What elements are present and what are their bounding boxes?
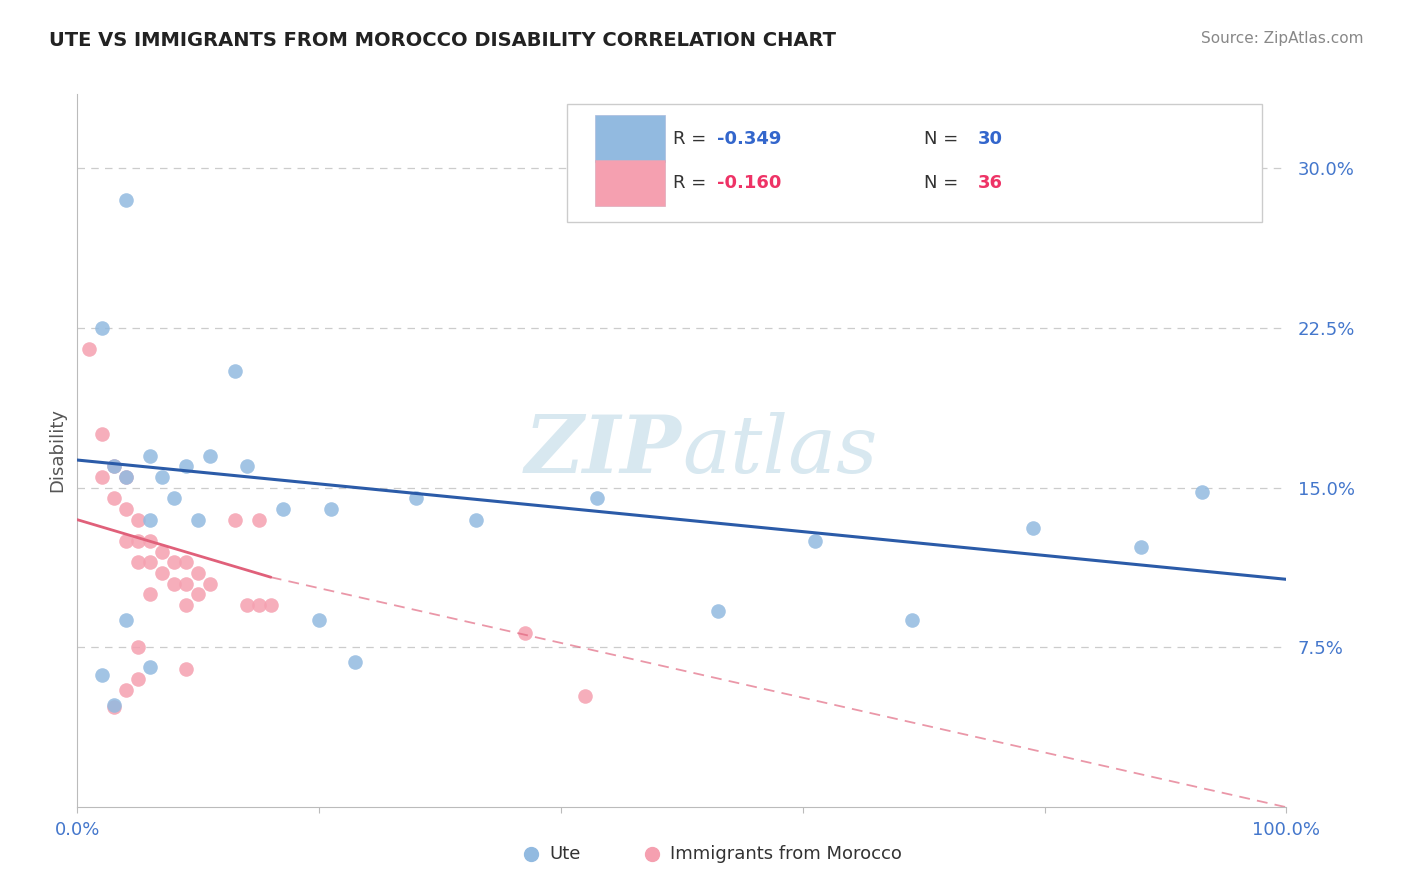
FancyBboxPatch shape <box>595 160 665 206</box>
Text: Immigrants from Morocco: Immigrants from Morocco <box>669 845 901 863</box>
Text: Source: ZipAtlas.com: Source: ZipAtlas.com <box>1201 31 1364 46</box>
Text: -0.349: -0.349 <box>717 129 782 147</box>
Y-axis label: Disability: Disability <box>48 409 66 492</box>
Point <box>114 683 136 698</box>
Point <box>114 502 136 516</box>
Point <box>114 470 136 484</box>
Point <box>200 449 222 463</box>
Point <box>271 502 294 516</box>
Point <box>139 513 162 527</box>
Point <box>235 459 257 474</box>
Point <box>139 449 162 463</box>
Point <box>187 587 209 601</box>
Point <box>344 656 367 670</box>
Point <box>1021 521 1043 535</box>
Point <box>1130 541 1153 555</box>
Point <box>224 513 246 527</box>
Point <box>127 533 149 548</box>
Point <box>405 491 427 506</box>
Point <box>321 502 343 516</box>
Point <box>114 533 136 548</box>
Point <box>90 668 112 682</box>
Point <box>114 193 136 207</box>
Point <box>804 533 827 548</box>
Point <box>247 513 270 527</box>
Point <box>127 555 149 569</box>
Point <box>139 533 162 548</box>
Point <box>574 690 596 704</box>
Point <box>200 576 222 591</box>
Point <box>103 700 125 714</box>
Point <box>103 459 125 474</box>
Text: Ute: Ute <box>548 845 581 863</box>
Text: R =: R = <box>673 174 713 192</box>
Point <box>308 613 330 627</box>
Point <box>174 598 197 612</box>
Point <box>150 470 173 484</box>
Point <box>103 698 125 712</box>
Text: 36: 36 <box>979 174 1002 192</box>
Point <box>465 513 488 527</box>
Point <box>90 321 112 335</box>
Point <box>127 673 149 687</box>
Point <box>150 544 173 558</box>
Point <box>103 491 125 506</box>
Point <box>114 470 136 484</box>
Point <box>174 555 197 569</box>
Point <box>513 625 536 640</box>
Point <box>235 598 257 612</box>
Point <box>1191 485 1213 500</box>
Point <box>79 343 101 357</box>
Point <box>139 587 162 601</box>
Point <box>174 662 197 676</box>
Point <box>187 513 209 527</box>
Point <box>900 613 922 627</box>
Text: N =: N = <box>924 174 963 192</box>
FancyBboxPatch shape <box>567 104 1263 222</box>
Point <box>260 598 283 612</box>
Text: atlas: atlas <box>682 412 877 489</box>
Text: UTE VS IMMIGRANTS FROM MOROCCO DISABILITY CORRELATION CHART: UTE VS IMMIGRANTS FROM MOROCCO DISABILIT… <box>49 31 837 50</box>
Point <box>103 459 125 474</box>
Point <box>163 491 186 506</box>
Point <box>247 598 270 612</box>
Point <box>90 470 112 484</box>
Point <box>150 566 173 580</box>
Point <box>127 640 149 655</box>
Point <box>139 555 162 569</box>
Point <box>187 566 209 580</box>
Point <box>174 576 197 591</box>
Text: ZIP: ZIP <box>524 412 682 489</box>
Point <box>163 555 186 569</box>
Text: 30: 30 <box>979 129 1002 147</box>
Text: N =: N = <box>924 129 963 147</box>
Point <box>224 363 246 377</box>
Point <box>114 613 136 627</box>
Text: R =: R = <box>673 129 713 147</box>
Point <box>163 576 186 591</box>
Point <box>90 427 112 442</box>
FancyBboxPatch shape <box>595 115 665 161</box>
Point <box>139 659 162 673</box>
Point <box>707 604 730 618</box>
Text: -0.160: -0.160 <box>717 174 782 192</box>
Point <box>586 491 609 506</box>
Point <box>174 459 197 474</box>
Point <box>127 513 149 527</box>
